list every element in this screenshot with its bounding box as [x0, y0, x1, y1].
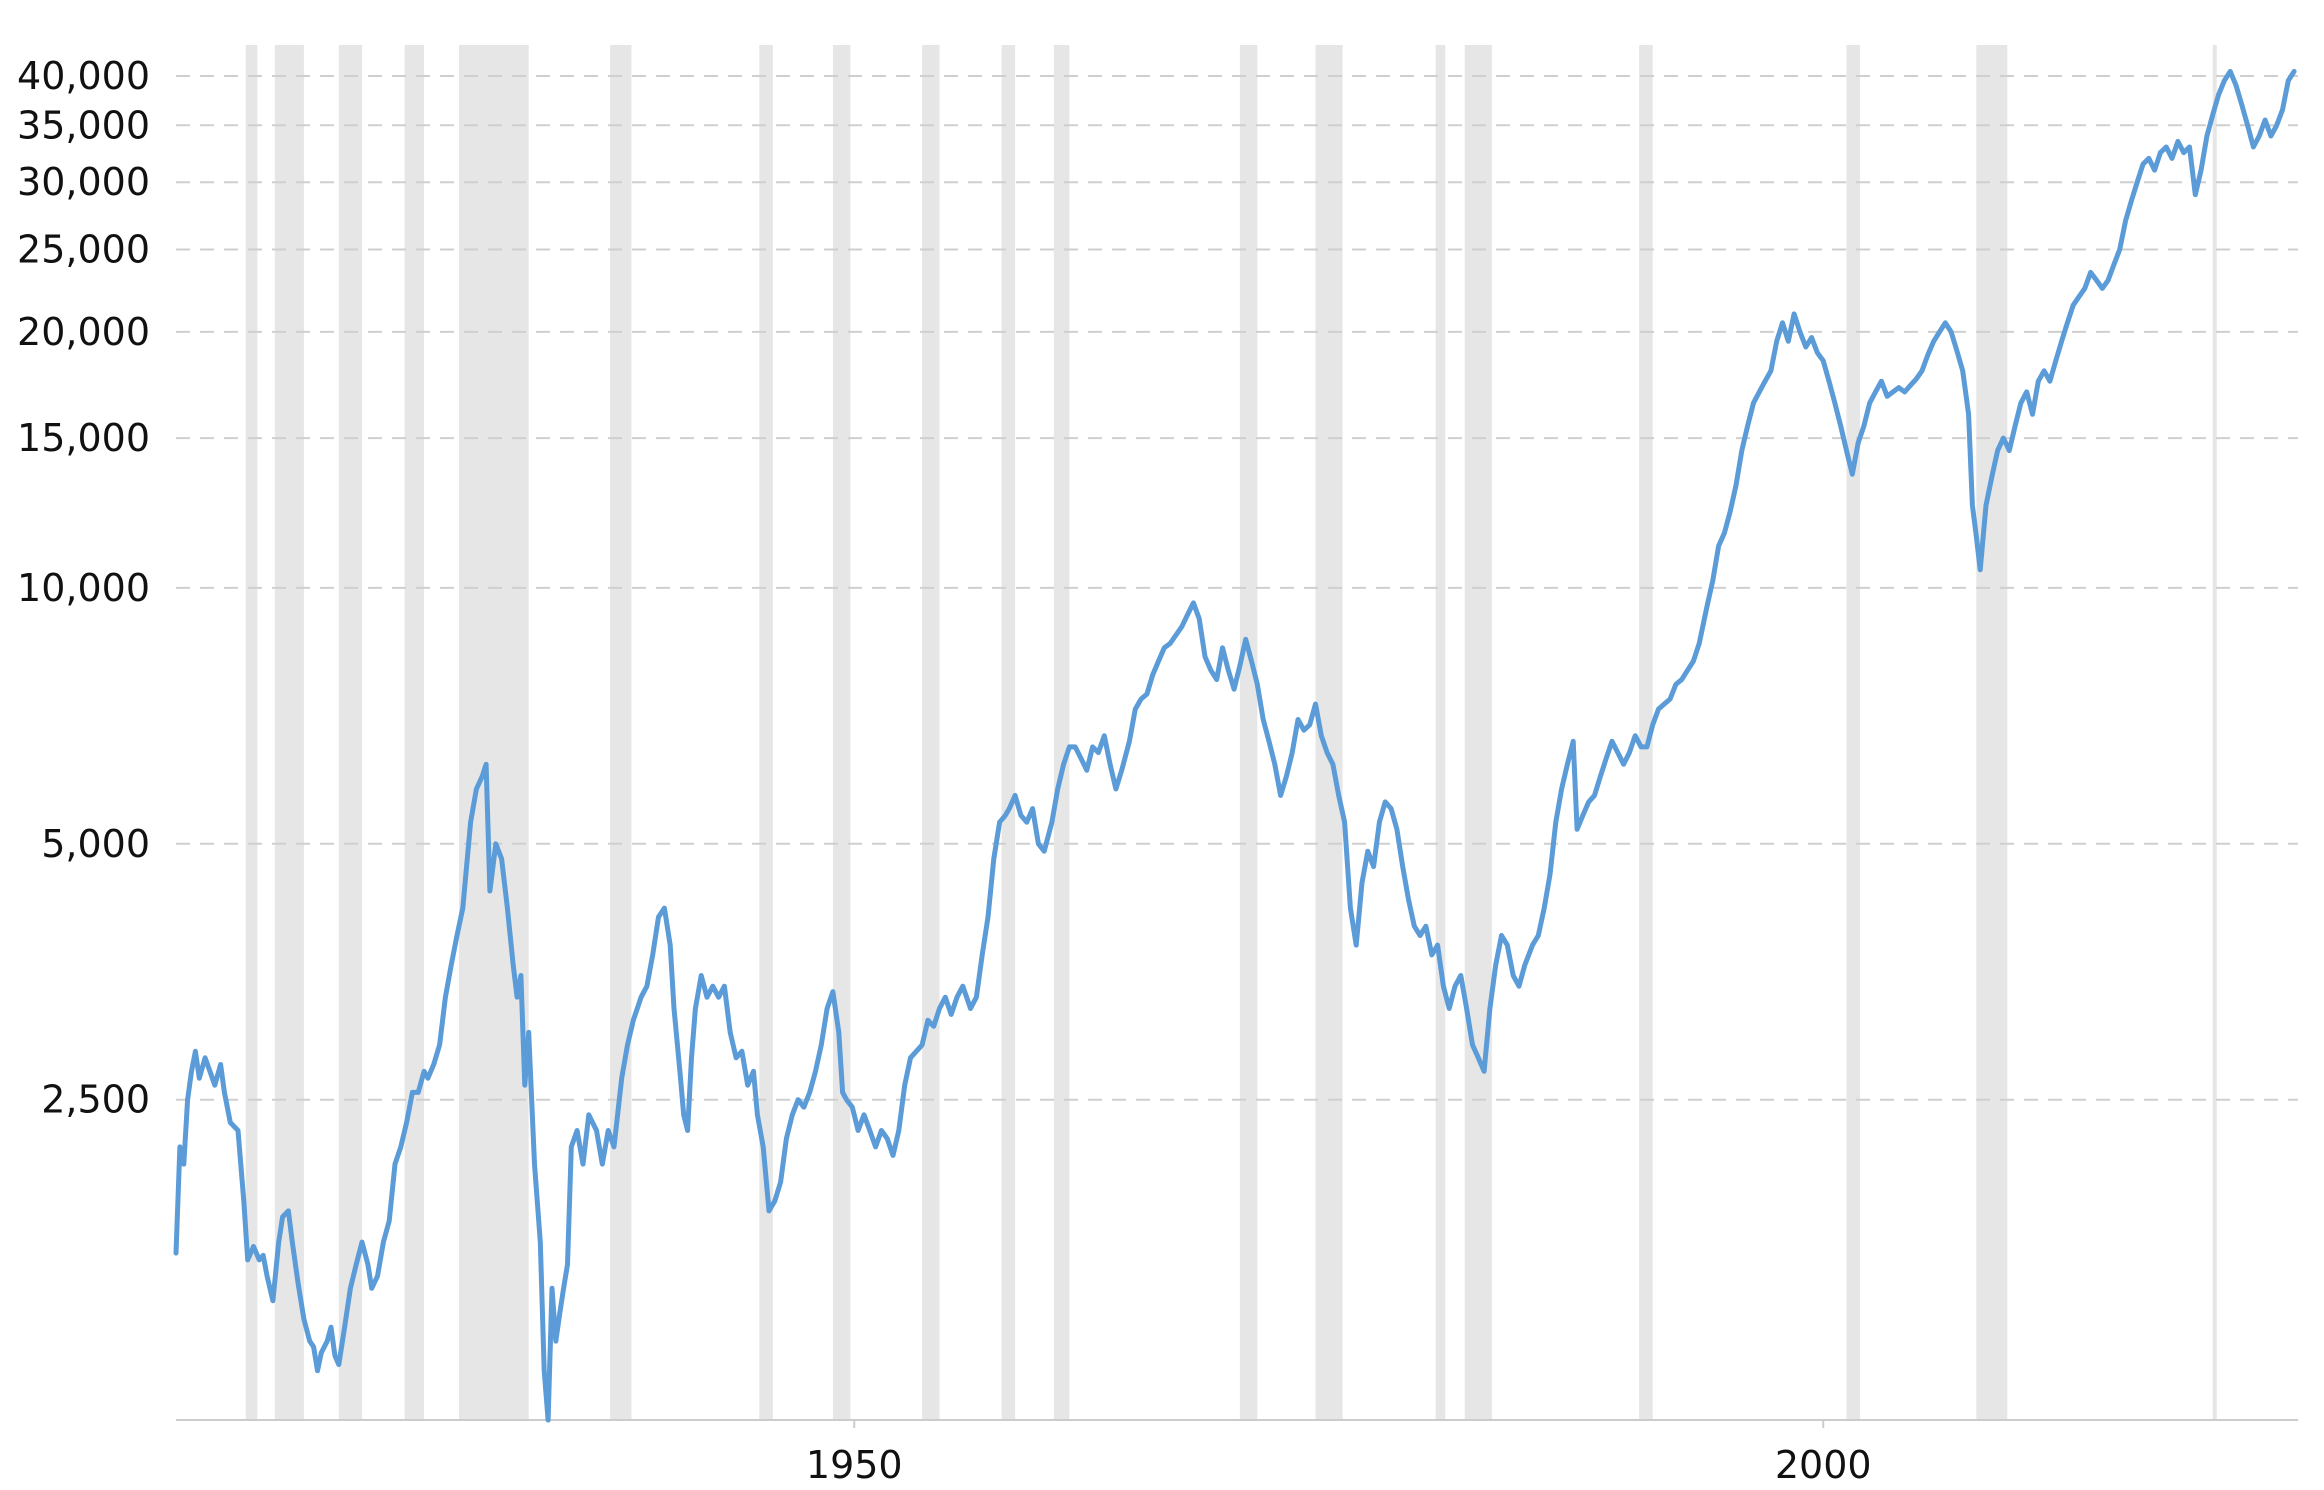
recession-band-5 — [610, 45, 632, 1420]
recession-band-1 — [274, 45, 304, 1420]
recession-band-14 — [1464, 45, 1492, 1420]
y-tick-label: 25,000 — [17, 228, 150, 272]
recession-band-13 — [1435, 45, 1446, 1420]
recession-band-11 — [1239, 45, 1258, 1420]
recession-band-2 — [338, 45, 363, 1420]
y-tick-label: 35,000 — [17, 103, 150, 147]
recession-band-17 — [1976, 45, 2008, 1420]
x-tick-label: 1950 — [806, 1443, 903, 1487]
y-tick-label: 20,000 — [17, 310, 150, 354]
recession-band-18 — [2212, 45, 2217, 1420]
x-tick-label: 2000 — [1775, 1443, 1872, 1487]
recession-band-10 — [1053, 45, 1070, 1420]
recession-band-6 — [759, 45, 773, 1420]
y-tick-label: 40,000 — [17, 54, 150, 98]
recession-band-0 — [245, 45, 258, 1420]
y-axis: 40,000 35,000 30,000 25,000 20,000 15,000 10,0… — [17, 54, 150, 1122]
recession-band-7 — [832, 45, 851, 1420]
recession-band-9 — [1001, 45, 1016, 1420]
recession-band-3 — [404, 45, 425, 1420]
recession-band-16 — [1846, 45, 1861, 1420]
y-tick-label: 2,500 — [41, 1078, 150, 1122]
y-tick-label: 5,000 — [41, 822, 150, 866]
y-tick-label: 15,000 — [17, 416, 150, 460]
recession-bands — [245, 45, 2217, 1420]
recession-band-4 — [458, 45, 529, 1420]
horizontal-gridlines — [176, 74, 2298, 1101]
recession-band-15 — [1639, 45, 1653, 1420]
y-tick-label: 10,000 — [17, 566, 150, 610]
y-tick-label: 30,000 — [17, 160, 150, 204]
x-axis: 1950 2000 — [806, 1420, 1872, 1487]
series-line — [173, 68, 2297, 1423]
recession-band-8 — [922, 45, 940, 1420]
